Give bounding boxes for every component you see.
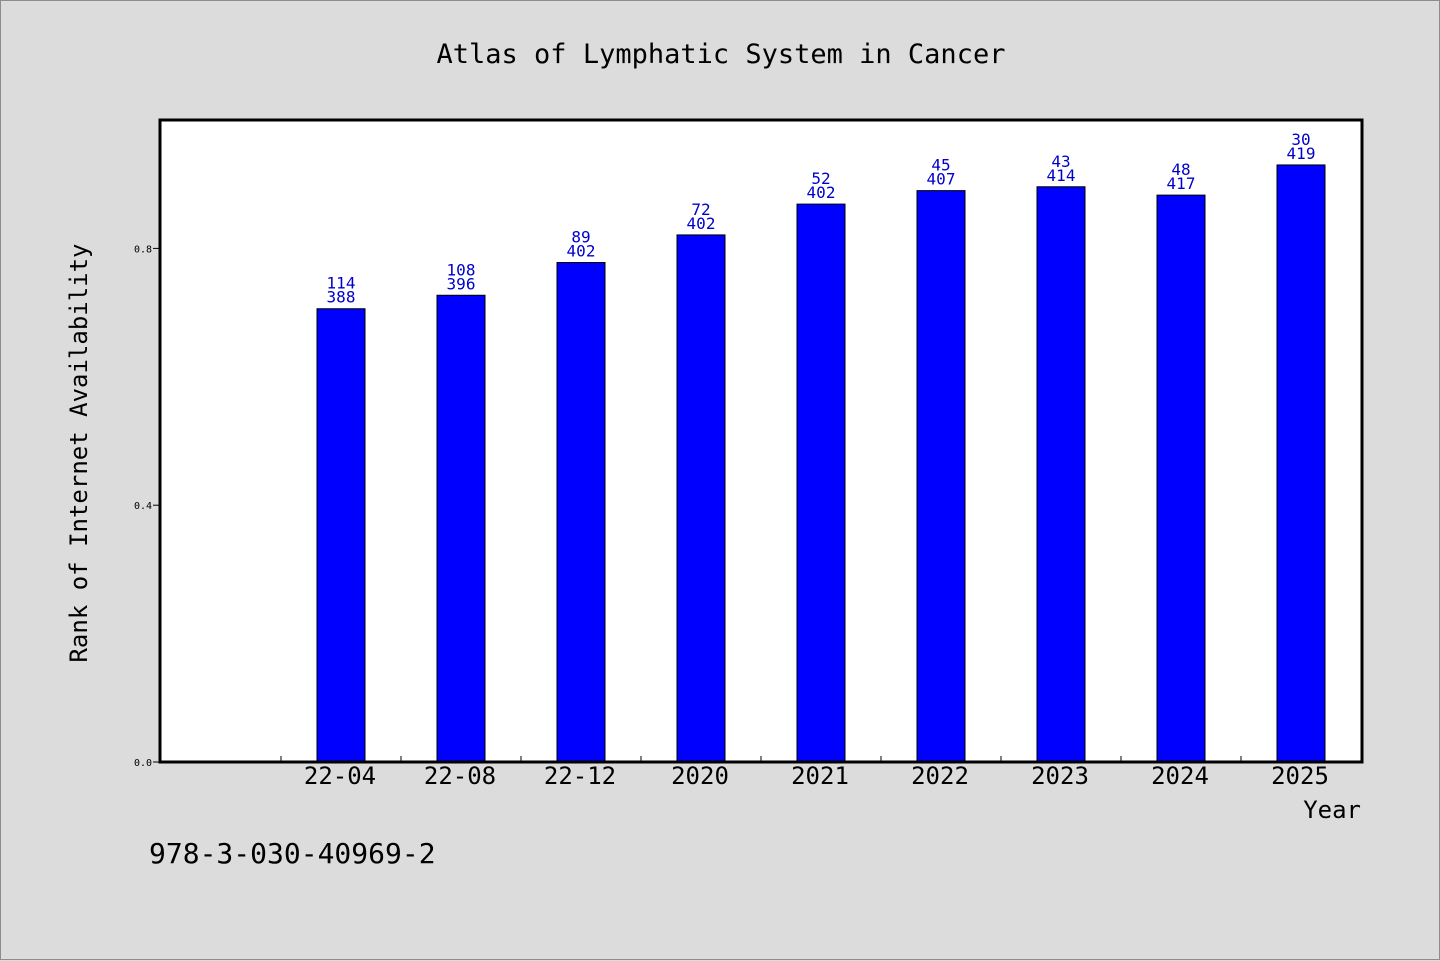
x-tick-label: 2022 <box>911 762 969 790</box>
bar <box>436 294 486 763</box>
bar-label-top: 114 <box>327 274 356 293</box>
bar-label-top: 45 <box>931 156 950 175</box>
bar <box>1036 186 1086 763</box>
y-axis: 0.0 0.4 0.8 <box>134 244 160 769</box>
x-tick-label: 2021 <box>791 762 849 790</box>
bar-label-top: 52 <box>811 169 830 188</box>
x-tick-label: 22-12 <box>544 762 616 790</box>
y-tick-label: 0.8 <box>134 244 152 255</box>
x-tick-label: 22-04 <box>304 762 376 790</box>
bar-label-bottom: 396 <box>447 274 476 293</box>
chart-title: Atlas of Lymphatic System in Cancer <box>437 39 1006 70</box>
x-axis-label: Year <box>1303 796 1361 824</box>
y-axis-label: Rank of Internet Availability <box>65 243 93 662</box>
x-tick-label: 22-08 <box>424 762 496 790</box>
bar-label-top: 72 <box>691 200 710 219</box>
bar-label-bottom: 402 <box>687 214 716 233</box>
bar-label-bottom: 419 <box>1287 144 1316 163</box>
bar <box>796 203 846 763</box>
isbn-footer: 978-3-030-40969-2 <box>149 837 436 870</box>
bar-label-bottom: 407 <box>927 170 956 189</box>
bar-label-top: 30 <box>1291 130 1310 149</box>
bar-label-top: 108 <box>447 260 476 279</box>
bar <box>1276 164 1326 763</box>
bar <box>676 234 726 763</box>
bar <box>316 308 366 763</box>
x-tick-label: 2023 <box>1031 762 1089 790</box>
bar-label-bottom: 402 <box>567 242 596 261</box>
bar <box>916 190 966 763</box>
x-tick-label: 2025 <box>1271 762 1329 790</box>
bar <box>556 262 606 763</box>
y-tick-label: 0.0 <box>134 758 152 769</box>
bar <box>1156 194 1206 763</box>
x-axis: 22-04 22-08 22-12 2020 2021 2022 2023 2024 2025 <box>280 756 1362 790</box>
bar-label-bottom: 417 <box>1167 174 1196 193</box>
bar-label-top: 43 <box>1051 152 1070 171</box>
y-tick-label: 0.4 <box>134 501 152 512</box>
bar-label-bottom: 388 <box>327 288 356 307</box>
bar-label-top: 89 <box>571 228 590 247</box>
bar-label-bottom: 414 <box>1047 166 1076 185</box>
bar-label-top: 48 <box>1171 160 1190 179</box>
plot-border <box>158 118 1364 764</box>
bar-label-bottom: 402 <box>807 183 836 202</box>
x-tick-label: 2024 <box>1151 762 1209 790</box>
x-tick-label: 2020 <box>671 762 729 790</box>
